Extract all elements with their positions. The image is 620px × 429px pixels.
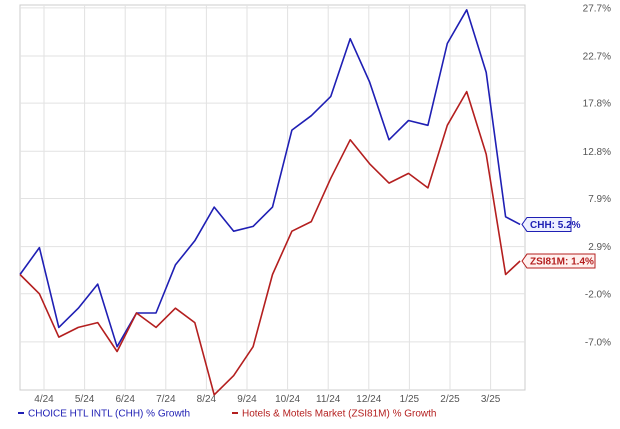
x-tick-label: 2/25	[440, 394, 460, 405]
zsi81m-series-line	[19, 90, 521, 396]
legend-item-zsi81m: Hotels & Motels Market (ZSI81M) % Growth	[232, 409, 437, 420]
x-tick-label: 12/24	[356, 394, 381, 405]
end-label-box	[521, 253, 596, 269]
x-tick-label: 5/24	[75, 394, 95, 405]
x-tick-label: 8/24	[197, 394, 217, 405]
chh-end-label: CHH: 5.2%	[521, 216, 581, 232]
y-tick-label: -7.0%	[585, 337, 611, 348]
y-tick-label: 27.7%	[583, 3, 611, 14]
legend-item-chh: CHOICE HTL INTL (CHH) % Growth	[18, 409, 190, 420]
y-tick-label: 2.9%	[588, 242, 611, 253]
x-tick-label: 10/24	[275, 394, 300, 405]
chh-series-line	[19, 9, 521, 348]
end-labels: CHH: 5.2% ZSI81M: 1.4%	[521, 216, 596, 269]
y-tick-label: 17.8%	[583, 99, 611, 110]
x-tick-label: 3/25	[481, 394, 501, 405]
x-tick-label: 1/25	[400, 394, 420, 405]
zsi81m-end-label: ZSI81M: 1.4%	[521, 253, 596, 269]
legend-label: Hotels & Motels Market (ZSI81M) % Growth	[242, 409, 437, 420]
x-axis-ticks: 4/24 5/24 6/24 7/24 8/24 9/24 10/24 11/24 12/24 1…	[34, 394, 501, 405]
grid-lines	[20, 5, 525, 390]
x-tick-label: 7/24	[156, 394, 176, 405]
x-tick-label: 11/24	[316, 394, 341, 405]
y-tick-label: 7.9%	[588, 194, 611, 205]
legend-label: CHOICE HTL INTL (CHH) % Growth	[28, 409, 190, 420]
end-label-box	[521, 216, 572, 232]
x-tick-label: 4/24	[34, 394, 54, 405]
x-tick-label: 9/24	[237, 394, 257, 405]
end-label-text: CHH: 5.2%	[530, 220, 581, 231]
y-tick-label: 22.7%	[583, 52, 611, 63]
y-axis-ticks: 27.7% 22.7% 17.8% 12.8% 7.9% 2.9% -2.0% -7.0%	[583, 3, 611, 348]
x-tick-label: 6/24	[115, 394, 135, 405]
legend: CHOICE HTL INTL (CHH) % Growth Hotels & M…	[18, 409, 437, 420]
series-lines	[19, 9, 521, 396]
y-tick-label: -2.0%	[585, 289, 611, 300]
plot-area	[19, 4, 526, 391]
end-label-text: ZSI81M: 1.4%	[530, 257, 594, 268]
y-tick-label: 12.8%	[583, 147, 611, 158]
